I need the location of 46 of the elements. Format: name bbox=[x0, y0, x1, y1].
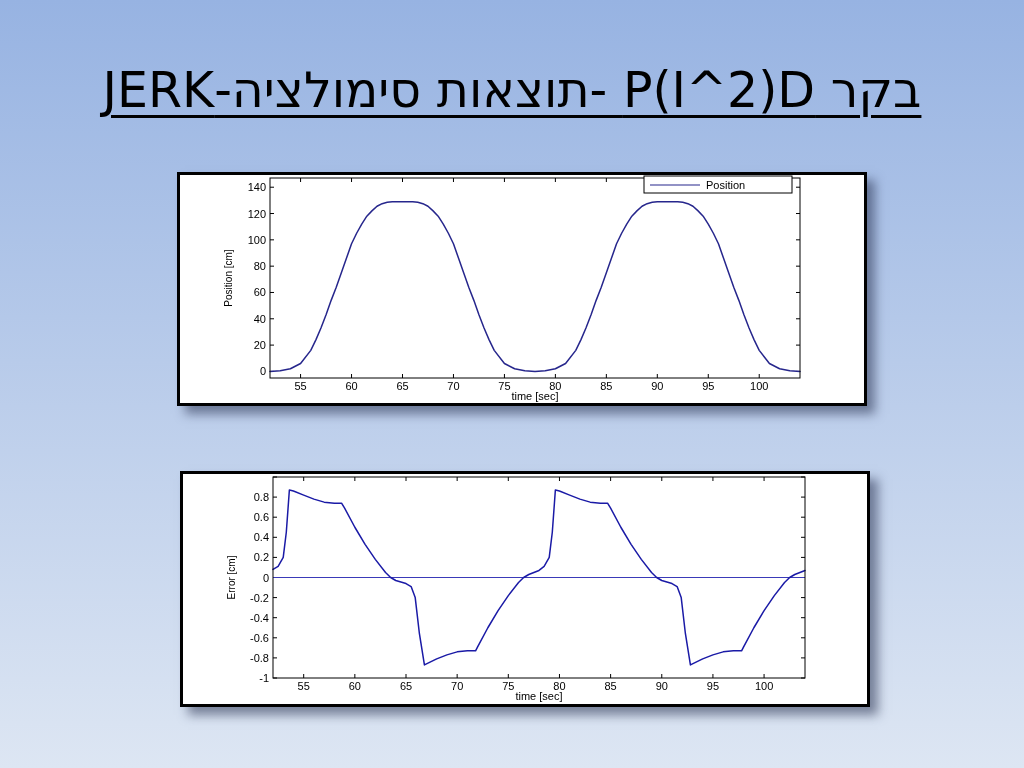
x-tick-label: 80 bbox=[553, 680, 566, 692]
y-tick-label: 100 bbox=[247, 233, 266, 246]
legend-label: Position bbox=[706, 179, 746, 191]
y-tick-label: 120 bbox=[247, 207, 266, 220]
chart-title: בקר P(I^2)D -תוצאות סימולציה-JERK bbox=[101, 62, 923, 119]
x-tick-label: 70 bbox=[451, 680, 464, 692]
line-series bbox=[272, 489, 806, 666]
y-tick-label: -0.2 bbox=[250, 591, 269, 604]
y-tick-label: 0.6 bbox=[253, 511, 269, 524]
line-series bbox=[269, 200, 801, 373]
y-tick-label: -0.4 bbox=[250, 611, 269, 624]
y-tick-label: 0 bbox=[262, 571, 269, 584]
y-tick-label: 0 bbox=[259, 365, 266, 378]
y-tick-label: -0.6 bbox=[250, 631, 269, 644]
x-tick-label: 55 bbox=[297, 680, 310, 692]
x-tick-label: 100 bbox=[754, 680, 774, 692]
x-axis-title: time [sec] bbox=[515, 690, 563, 702]
y-tick-label: 0.4 bbox=[253, 531, 269, 544]
y-tick-label: -0.8 bbox=[250, 651, 269, 664]
x-tick-label: 65 bbox=[396, 380, 409, 392]
x-tick-label: 90 bbox=[655, 680, 668, 692]
x-tick-label: 95 bbox=[702, 380, 715, 392]
x-tick-label: 60 bbox=[345, 380, 358, 392]
x-tick-label: 95 bbox=[706, 680, 720, 692]
y-axis-title: Position [cm] bbox=[223, 249, 234, 307]
x-axis-title: time [sec] bbox=[511, 390, 559, 402]
y-tick-label: 0.2 bbox=[253, 551, 269, 564]
y-axis-title: Error [cm] bbox=[226, 555, 237, 600]
y-tick-label: -1 bbox=[259, 672, 269, 684]
y-tick-label: 140 bbox=[247, 181, 266, 194]
y-tick-label: 0.8 bbox=[253, 491, 269, 504]
x-tick-label: 55 bbox=[294, 380, 307, 392]
x-tick-label: 85 bbox=[600, 380, 613, 392]
x-tick-label: 75 bbox=[498, 380, 511, 392]
y-tick-label: 20 bbox=[253, 339, 266, 352]
x-tick-label: 75 bbox=[502, 680, 515, 692]
y-tick-label: 80 bbox=[253, 260, 266, 273]
x-tick-label: 100 bbox=[750, 380, 769, 392]
x-tick-label: 70 bbox=[447, 380, 460, 392]
x-tick-label: 85 bbox=[604, 680, 617, 692]
y-tick-label: 60 bbox=[253, 286, 266, 299]
x-tick-label: 90 bbox=[651, 380, 664, 392]
x-tick-label: 60 bbox=[348, 680, 361, 692]
x-tick-label: 80 bbox=[549, 380, 562, 392]
x-tick-label: 65 bbox=[399, 680, 413, 692]
y-tick-label: 40 bbox=[253, 312, 266, 325]
